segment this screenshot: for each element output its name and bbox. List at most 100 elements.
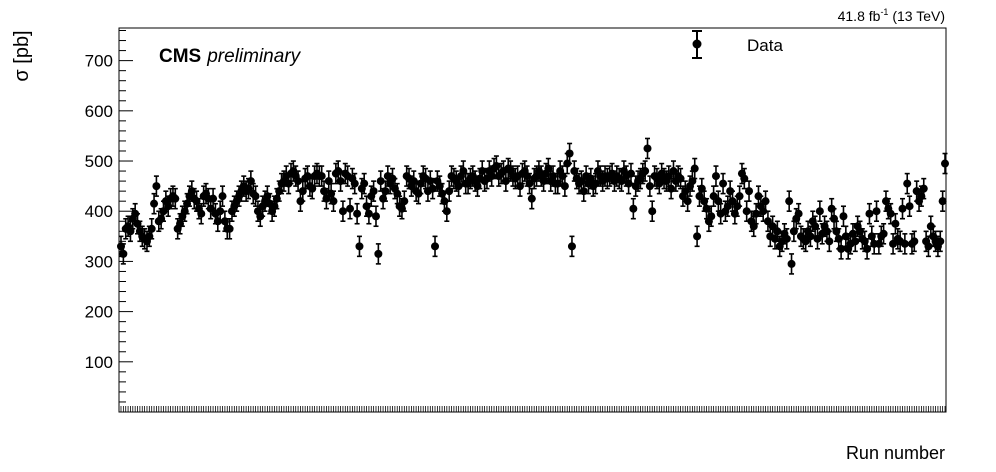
data-point <box>629 204 638 213</box>
data-point <box>197 209 206 218</box>
data-point <box>900 239 909 248</box>
data-point <box>371 212 380 221</box>
data-point <box>346 204 355 213</box>
y-tick-label: 500 <box>85 152 113 171</box>
data-point <box>910 237 919 246</box>
data-point <box>364 209 373 218</box>
data-point <box>579 187 588 196</box>
data-point <box>742 207 751 216</box>
data-point <box>400 197 409 206</box>
data-point <box>723 202 732 211</box>
data-point <box>806 232 815 241</box>
data-point <box>761 197 770 206</box>
data-point <box>851 237 860 246</box>
cms-label: CMS preliminary <box>159 46 302 67</box>
y-axis: 100 200 300 400 500 600 700 <box>85 30 133 403</box>
y-axis-title: σ [pb] <box>11 30 33 81</box>
data-point <box>336 177 345 186</box>
y-tick-label: 600 <box>85 102 113 121</box>
data-point <box>648 207 657 216</box>
data-point <box>329 197 338 206</box>
x-axis <box>120 406 946 412</box>
data-point <box>218 192 227 201</box>
data-point <box>763 217 772 226</box>
legend-marker <box>692 39 702 49</box>
data-point <box>889 239 898 248</box>
data-point <box>381 187 390 196</box>
data-point <box>711 172 720 181</box>
data-point <box>773 227 782 236</box>
data-point <box>938 197 947 206</box>
data-point <box>209 194 218 203</box>
data-point <box>428 184 437 193</box>
data-point <box>785 197 794 206</box>
data-point <box>119 249 128 258</box>
data-point <box>735 192 744 201</box>
data-point <box>905 202 914 211</box>
data-point <box>690 164 699 173</box>
data-point <box>709 192 718 201</box>
y-tick-label: 700 <box>85 52 113 71</box>
data-point <box>560 182 569 191</box>
y-tick-label: 200 <box>85 303 113 322</box>
data-point <box>676 174 685 183</box>
data-point <box>360 179 369 188</box>
data-point <box>891 219 900 228</box>
data-point <box>886 209 895 218</box>
data-point <box>225 224 234 233</box>
data-point <box>322 194 331 203</box>
data-point <box>693 232 702 241</box>
data-point <box>879 229 888 238</box>
legend-label: Data <box>747 36 783 55</box>
data-point <box>825 237 834 246</box>
data-point <box>683 197 692 206</box>
data-point <box>865 209 874 218</box>
data-point <box>919 184 928 193</box>
data-point <box>355 242 364 251</box>
data-point <box>903 179 912 188</box>
data-point <box>147 224 156 233</box>
data-point <box>898 204 907 213</box>
data-point <box>442 207 451 216</box>
data-point <box>863 244 872 253</box>
data-point <box>150 199 159 208</box>
data-point <box>527 194 536 203</box>
data-point <box>565 149 574 158</box>
data-point <box>813 234 822 243</box>
data-point <box>745 187 754 196</box>
data-point <box>787 259 796 268</box>
data-point <box>794 209 803 218</box>
data-point <box>626 169 635 178</box>
data-point <box>719 179 728 188</box>
data-point <box>645 182 654 191</box>
data-point <box>839 212 848 221</box>
data-point <box>369 187 378 196</box>
x-axis-title: Run number <box>846 443 945 463</box>
data-point <box>936 237 945 246</box>
y-tick-label: 400 <box>85 202 113 221</box>
data-point <box>872 207 881 216</box>
data-point <box>353 209 362 218</box>
data-point <box>294 177 303 186</box>
data-point <box>251 192 260 201</box>
legend: Data <box>692 30 783 59</box>
data-point <box>374 249 383 258</box>
data-point <box>317 172 326 181</box>
data-point <box>707 212 716 221</box>
data-point <box>445 187 454 196</box>
data-point <box>152 182 161 191</box>
data-point <box>641 167 650 176</box>
data-point <box>752 209 761 218</box>
plot-frame <box>118 27 947 413</box>
data-point <box>740 174 749 183</box>
data-point <box>350 179 359 188</box>
data-point <box>815 207 824 216</box>
data-point <box>837 244 846 253</box>
data-point <box>924 242 933 251</box>
data-point <box>431 242 440 251</box>
data-point <box>525 179 534 188</box>
y-tick-label: 300 <box>85 252 113 271</box>
lumi-label: 41.8 fb-1 (13 TeV) <box>838 7 945 24</box>
data-point <box>376 177 385 186</box>
